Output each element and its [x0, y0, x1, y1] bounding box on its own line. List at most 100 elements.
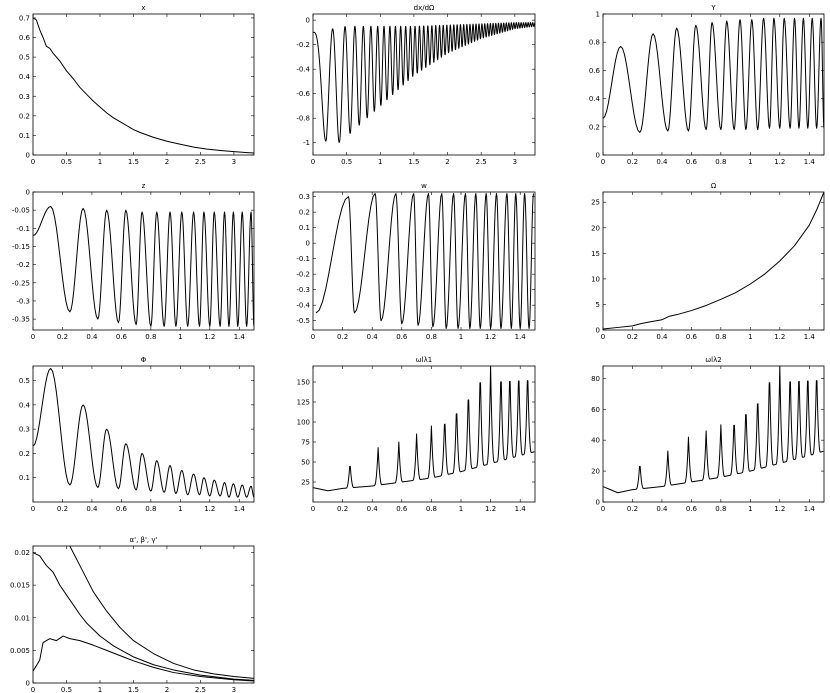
chart-panel-6: Φ 0 0.2 0.4 0.6 0.8 1 1.2 1.4 0.1 0.2 0.3 0.4 0.5: [19, 356, 255, 513]
plot-frame: [32, 365, 255, 503]
y-tick-label: 0.4: [19, 401, 31, 409]
x-tick-label: 1: [748, 333, 752, 341]
y-tick-label: 0.2: [19, 450, 30, 458]
plot-frame: [602, 13, 825, 156]
series-line-2: [33, 635, 254, 682]
y-tick-label: 150: [297, 379, 310, 387]
series-line-0: [69, 546, 254, 679]
y-tick-label: 40: [591, 437, 600, 445]
x-tick-label: 0: [311, 333, 315, 341]
panel-title: z: [142, 182, 146, 190]
y-tick-label: 0: [306, 240, 310, 248]
panel-title: dx/dΩ: [414, 4, 435, 12]
x-tick-label: 0.5: [341, 158, 352, 166]
y-tick-label: 0: [596, 499, 600, 507]
y-tick-label: 0: [26, 189, 30, 197]
plot-frame: [312, 13, 536, 156]
y-tick-label: 80: [591, 375, 600, 383]
y-tick-label: -0.15: [12, 243, 30, 251]
y-tick-label: 5: [596, 301, 600, 309]
x-tick-label: 0.6: [686, 333, 698, 341]
panel-title: α', β', γ': [130, 536, 158, 544]
x-tick-label: 0.4: [367, 505, 379, 513]
x-tick-label: 1: [178, 333, 182, 341]
series-line-0: [313, 22, 535, 143]
x-tick-label: 1.5: [128, 158, 139, 166]
y-tick-label: -0.2: [16, 261, 30, 269]
x-tick-label: 1.4: [804, 505, 816, 513]
y-tick-label: 0.2: [299, 209, 310, 217]
x-tick-label: 0.6: [396, 333, 408, 341]
y-tick-label: 50: [301, 459, 310, 467]
x-tick-label: 0.2: [337, 333, 348, 341]
y-tick-label: 0.5: [19, 377, 30, 385]
x-tick-label: 0.6: [686, 158, 698, 166]
y-tick-label: 1: [596, 11, 600, 19]
x-tick-label: 1.4: [234, 505, 246, 513]
x-tick-label: 0: [311, 505, 315, 513]
panel-title: Φ: [141, 356, 147, 364]
series-line-0: [33, 367, 254, 498]
chart-panel-8: ωlλ2 0 0.2 0.4 0.6 0.8 1 1.2 1.4 0 20 40 60 80: [591, 356, 825, 513]
y-tick-label: 0.4: [589, 95, 601, 103]
x-tick-label: 0.6: [116, 505, 128, 513]
y-tick-label: 20: [591, 224, 600, 232]
y-tick-label: 15: [591, 250, 600, 258]
y-tick-label: 0.6: [19, 34, 31, 42]
series-line-0: [603, 17, 824, 133]
y-tick-label: 0: [306, 17, 310, 25]
x-tick-label: 0.8: [145, 333, 156, 341]
y-tick-label: 0: [26, 152, 30, 160]
chart-panel-1: dx/dΩ 0 0.5 1 1.5 2 2.5 3 0 -0.2 -0.4 -0.6 -0.8 -1: [296, 4, 536, 166]
chart-panel-9: α', β', γ' 0 0.5 1 1.5 2 2.5 3 0 0.005 0.01 0.015 0.…: [10, 536, 255, 693]
y-tick-label: 25: [301, 479, 310, 487]
plot-frame: [312, 191, 536, 331]
x-tick-label: 0.2: [57, 333, 68, 341]
series-line-0: [315, 193, 535, 329]
y-tick-label: 0.015: [10, 582, 30, 590]
x-tick-label: 0.5: [61, 686, 72, 693]
plot-frame: [32, 545, 255, 684]
y-tick-label: 0.1: [299, 224, 310, 232]
x-tick-label: 0.4: [656, 333, 668, 341]
x-tick-label: 0.6: [116, 333, 128, 341]
x-tick-label: 0.8: [426, 333, 437, 341]
x-tick-label: 1.2: [485, 333, 496, 341]
y-tick-label: 0.02: [14, 549, 30, 557]
x-tick-label: 0: [31, 505, 35, 513]
x-tick-label: 0.6: [686, 505, 698, 513]
x-tick-label: 1: [98, 158, 102, 166]
y-tick-label: 0.3: [19, 426, 30, 434]
y-tick-label: 20: [591, 468, 600, 476]
x-tick-label: 0.2: [627, 505, 638, 513]
y-tick-label: -0.8: [296, 115, 310, 123]
plot-frame: [602, 191, 825, 331]
x-tick-label: 2: [165, 686, 169, 693]
x-tick-label: 1: [459, 505, 463, 513]
y-tick-label: 125: [297, 399, 310, 407]
y-tick-label: 0.2: [589, 123, 600, 131]
x-tick-label: 0.2: [627, 333, 638, 341]
x-tick-label: 1: [378, 158, 382, 166]
x-tick-label: 0.5: [61, 158, 72, 166]
panel-title: Ω: [711, 182, 717, 190]
series-line-0: [33, 206, 254, 327]
y-tick-label: 75: [301, 439, 310, 447]
y-tick-label: -0.4: [296, 302, 310, 310]
x-tick-label: 0.2: [337, 505, 348, 513]
y-tick-label: 0: [596, 327, 600, 335]
y-tick-label: -0.1: [296, 255, 310, 263]
x-tick-label: 0.8: [715, 505, 726, 513]
y-tick-label: 0.4: [19, 73, 31, 81]
y-tick-label: 10: [591, 275, 600, 283]
y-tick-label: -1: [303, 139, 310, 147]
chart-panel-2: Y 0 0.2 0.4 0.6 0.8 1 1.2 1.4 0 0.2 0.4 0.6 0.8 1: [589, 4, 825, 166]
y-tick-label: 100: [297, 419, 310, 427]
series-line-0: [313, 366, 535, 492]
y-tick-label: 0.1: [19, 474, 30, 482]
y-tick-label: 0.3: [19, 93, 30, 101]
x-tick-label: 0: [601, 505, 605, 513]
plot-frame: [32, 13, 255, 156]
panel-title: ωlλ2: [705, 356, 721, 364]
